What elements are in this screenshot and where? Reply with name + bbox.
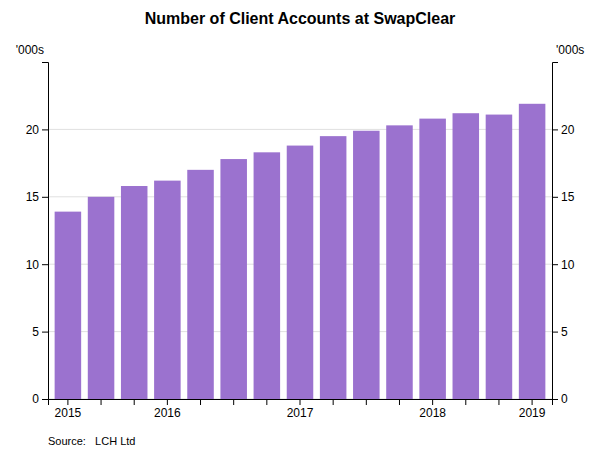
- y-tick-label: 15: [26, 190, 40, 204]
- y2-tick-label: 5: [561, 325, 568, 339]
- y-tick-mark: [42, 129, 48, 130]
- y-tick-mark: [42, 197, 48, 198]
- y-tick: 0: [32, 392, 48, 406]
- y-tick: 5: [32, 325, 48, 339]
- y-axis-label: '000s: [16, 43, 44, 57]
- title: Number of Client Accounts at SwapClear: [145, 10, 456, 27]
- y-tick-mark: [42, 264, 48, 265]
- chart: 2015 2016 2017 2018 2019 0 5 10 15 20 0 5 10 15 20 Numb…: [0, 0, 600, 455]
- x-tick: [333, 399, 334, 405]
- x-tick: 2019: [519, 399, 546, 420]
- y2-axis: 0 5 10 15 20: [552, 63, 575, 407]
- x-tick-label: 2018: [419, 406, 446, 420]
- y-tick-mark: [42, 399, 48, 400]
- y-tick-label: 5: [32, 325, 39, 339]
- y2-axis-label: '000s: [556, 43, 584, 57]
- x-tick: 2015: [55, 399, 82, 420]
- bar: [486, 115, 513, 399]
- bar: [154, 181, 181, 399]
- x-tick-label: 2016: [154, 406, 181, 420]
- y2-tick-label: 20: [561, 123, 575, 137]
- x-tick-mark: [399, 399, 400, 405]
- x-tick-label: 2019: [519, 406, 546, 420]
- y2-tick-mark: [552, 332, 558, 333]
- bar: [453, 113, 480, 399]
- bar: [320, 136, 347, 399]
- x-tick: 2017: [287, 399, 314, 420]
- bar: [88, 197, 115, 399]
- y2-tick-mark: [552, 197, 558, 198]
- y2-tick-mark: [552, 264, 558, 265]
- source: Source: LCH Ltd: [48, 435, 135, 447]
- x-tick-label: 2017: [287, 406, 314, 420]
- y2-axis-line: [553, 63, 559, 400]
- bars: [55, 104, 546, 399]
- bar: [353, 131, 380, 399]
- bar: [287, 146, 314, 399]
- y2-tick: 20: [552, 123, 575, 137]
- x-tick-mark: [465, 399, 466, 405]
- bar: [254, 152, 281, 399]
- x-tick-mark: [498, 399, 499, 405]
- y-tick-label: 10: [26, 258, 40, 272]
- y2-tick: 15: [552, 190, 575, 204]
- x-tick-mark: [134, 399, 135, 405]
- y2-tick: 5: [552, 325, 568, 339]
- x-tick-mark: [266, 399, 267, 405]
- bar: [55, 212, 82, 399]
- plot: 2015 2016 2017 2018 2019 0 5 10 15 20 0 5 10 15 20: [26, 63, 575, 420]
- y-axis: 0 5 10 15 20: [26, 63, 49, 407]
- bar: [220, 159, 247, 399]
- x-tick: [200, 399, 201, 405]
- y-tick: 10: [26, 258, 48, 272]
- bar: [419, 119, 446, 399]
- y-tick: 20: [26, 123, 48, 137]
- x-tick-mark: [67, 399, 68, 405]
- x-tick-mark: [300, 399, 301, 405]
- y-tick-mark: [42, 332, 48, 333]
- bar: [187, 170, 214, 399]
- x-axis-line: [49, 400, 553, 406]
- y-axis-line: [42, 63, 49, 400]
- y2-tick-label: 15: [561, 190, 575, 204]
- y2-tick: 0: [552, 392, 568, 406]
- x-tick: 2016: [154, 399, 181, 420]
- x-tick: [266, 399, 267, 405]
- y2-tick-mark: [552, 129, 558, 130]
- y-tick: 15: [26, 190, 48, 204]
- x-tick: [465, 399, 466, 405]
- x-tick-mark: [101, 399, 102, 405]
- bar: [121, 186, 148, 399]
- y-tick-label: 0: [32, 392, 39, 406]
- x-tick: [233, 399, 234, 405]
- x-tick-mark: [366, 399, 367, 405]
- x-tick-mark: [233, 399, 234, 405]
- x-tick: [498, 399, 499, 405]
- bar: [386, 125, 413, 399]
- x-tick: [399, 399, 400, 405]
- y2-tick-label: 10: [561, 258, 575, 272]
- y2-tick-mark: [552, 399, 558, 400]
- x-axis: 2015 2016 2017 2018 2019: [49, 399, 553, 420]
- x-tick-mark: [532, 399, 533, 405]
- y2-tick: 10: [552, 258, 575, 272]
- y-tick-label: 20: [26, 123, 40, 137]
- x-tick: 2018: [419, 399, 446, 420]
- x-tick-mark: [333, 399, 334, 405]
- y2-tick-label: 0: [561, 392, 568, 406]
- x-tick-mark: [167, 399, 168, 405]
- x-tick: [134, 399, 135, 405]
- bar: [519, 104, 546, 399]
- x-tick-label: 2015: [55, 406, 82, 420]
- x-tick-mark: [432, 399, 433, 405]
- x-tick: [101, 399, 102, 405]
- x-tick: [366, 399, 367, 405]
- x-tick-mark: [200, 399, 201, 405]
